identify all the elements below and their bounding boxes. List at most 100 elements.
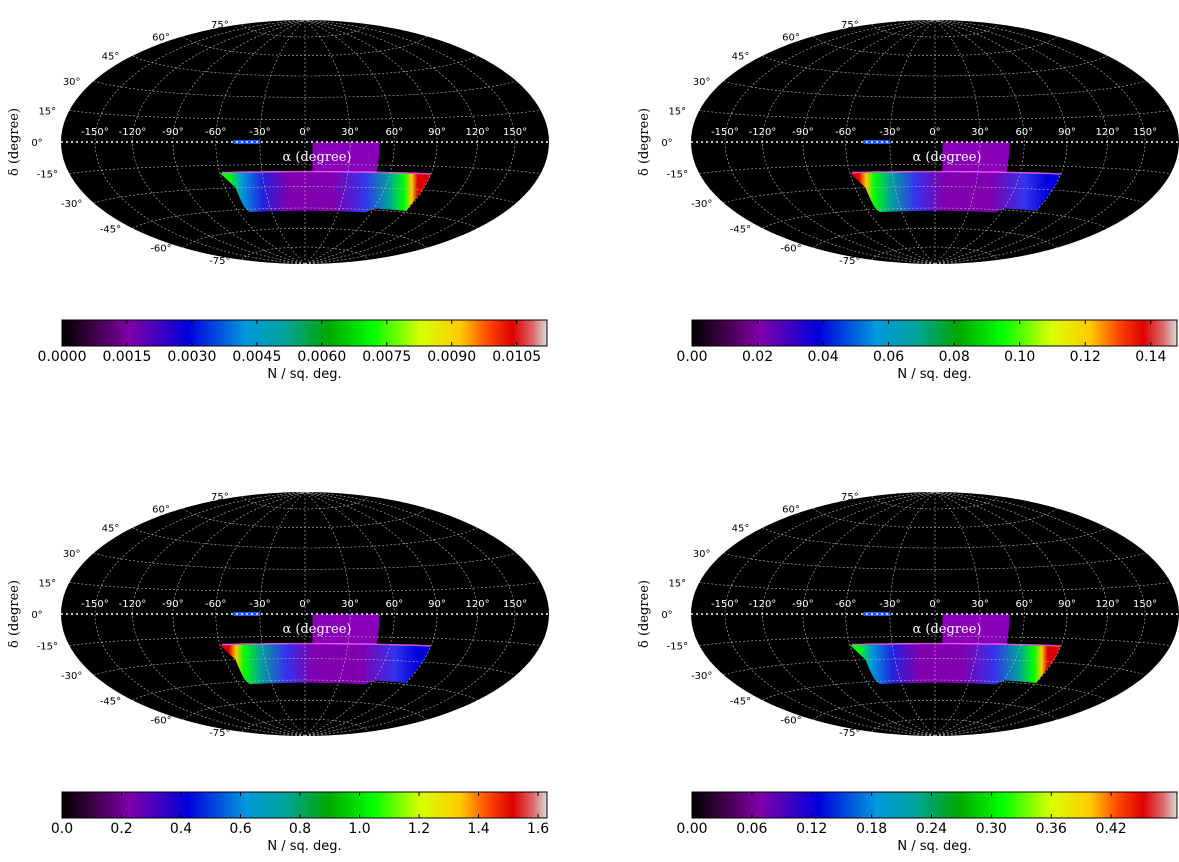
ra-tick-label: 60° [1015,599,1033,610]
ra-tick-label: 120° [465,127,489,138]
ra-tick-label: -120° [749,599,777,610]
dec-tick-label: 30° [63,77,81,88]
dec-tick-label: 0° [661,138,672,149]
ra-tick-label: -90° [162,127,183,138]
ra-tick-label: 0° [299,127,310,138]
parallel-line [132,207,478,229]
dec-tick-label: 15° [38,578,56,589]
colorbar-tick-label: 0.0030 [167,349,216,365]
ra-tick-label: -60° [835,127,856,138]
parallel-line [723,80,1147,98]
ra-tick-label: -120° [749,127,777,138]
dec-tick-label: -60° [780,716,801,727]
dec-tick-label: 0° [661,610,672,621]
dec-tick-label: 60° [782,32,800,43]
colorbar-label: N / sq. deg. [897,839,971,854]
parallel-line [871,496,999,510]
graticule [61,492,549,736]
ra-tick-label: -60° [835,599,856,610]
dec-tick-label: 45° [102,524,120,535]
dec-tick-label: 60° [152,32,170,43]
chart-panel-bottom-left: -150° -120° -90° -60° -30° 0° 30° 60° 90° 120° 150… [0,472,560,862]
x-axis-label: α (degree) [913,622,982,637]
chart-svg: -150° -120° -90° -60° -30° 0° 30° 60° 90° 120° 150… [7,492,549,854]
ra-tick-label: -60° [205,599,226,610]
colorbar-tick-label: 0.10 [1004,349,1035,365]
dec-tick-label: 30° [63,549,81,560]
parallel-line [812,228,1058,248]
dec-tick-label: 60° [152,504,170,515]
meridian-line [259,492,306,736]
meridian-line [762,492,936,736]
parallel-line [93,80,517,98]
dec-tick-label: 0° [31,610,42,621]
ra-tick-label: 90° [1058,127,1076,138]
meridian-line [934,492,1025,736]
colorbar-tick-label: 0.06 [873,349,904,365]
colorbar-tick-label: 0.00 [676,821,707,837]
graticule [61,20,549,264]
colorbar-tick-label: 0.14 [1135,349,1166,365]
dec-tick-label: -75° [839,728,860,739]
colorbar-tick-label: 0.08 [939,349,970,365]
ra-tick-label: -30° [249,599,270,610]
dec-tick-label: -15° [667,170,688,181]
colorbar-tick-label: 0.06 [736,821,767,837]
dec-tick-label: 75° [211,20,229,31]
meridian-line [304,492,395,736]
ra-tick-label: 120° [1095,127,1119,138]
meridian-line [304,20,395,264]
meridian-line [845,492,936,736]
meridian-line [889,20,936,264]
ra-tick-label: -60° [205,127,226,138]
colorbar-label: N / sq. deg. [897,367,971,382]
meridian-line [132,492,306,736]
parallel-line [241,496,369,510]
ra-tick-label: -90° [792,599,813,610]
ra-tick-label: -150° [81,127,109,138]
dec-tick-label: 60° [782,504,800,515]
meridian-line [215,492,306,736]
ra-tick-label: 60° [1015,127,1033,138]
colorbar-tick-label: 0.2 [110,821,132,837]
y-axis-label: δ (degree) [637,580,652,648]
meridian-line [304,492,351,736]
chart-panel-bottom-right: -150° -120° -90° -60° -30° 0° 30° 60° 90° 120° 150… [630,472,1179,862]
meridian-line [304,20,478,264]
ra-tick-label: 60° [385,127,403,138]
parallel-line [812,700,1058,720]
ra-tick-label: -30° [249,127,270,138]
dec-tick-label: 0° [31,138,42,149]
colorbar-tick-label: 0.30 [976,821,1007,837]
dec-tick-label: -30° [61,199,82,210]
ra-tick-label: 150° [1133,127,1157,138]
colorbar-tick-label: 0.0060 [297,349,346,365]
colorbar-tick-label: 1.4 [467,821,489,837]
ra-tick-label: 150° [503,127,527,138]
meridian-line [934,20,1108,264]
colorbar-tick-label: 0.0045 [232,349,281,365]
dec-tick-label: -60° [150,716,171,727]
parallel-line [723,552,1147,570]
dec-tick-label: -75° [839,256,860,267]
meridian-line [304,20,351,264]
colorbar [61,791,548,819]
dec-tick-label: -60° [150,244,171,255]
colorbar-tick-label: 0.0000 [38,349,87,365]
dec-tick-label: -60° [780,244,801,255]
meridian-line [304,492,478,736]
ra-tick-label: 30° [341,599,359,610]
chart-panel-top-right: -150° -120° -90° -60° -30° 0° 30° 60° 90° 120° 150… [630,0,1179,390]
colorbar-tick-label: 0.04 [807,349,838,365]
dec-tick-label: 75° [841,20,859,31]
parallel-line [182,228,428,248]
ra-tick-label: 30° [341,127,359,138]
ra-tick-label: -120° [119,127,147,138]
colorbar-tick-label: 1.6 [527,821,549,837]
y-axis-label: δ (degree) [7,580,22,648]
ra-tick-label: -120° [119,599,147,610]
meridian-line [259,20,306,264]
colorbar-tick-label: 0.36 [1036,821,1067,837]
dec-tick-label: 75° [841,492,859,503]
dec-tick-label: -15° [37,170,58,181]
